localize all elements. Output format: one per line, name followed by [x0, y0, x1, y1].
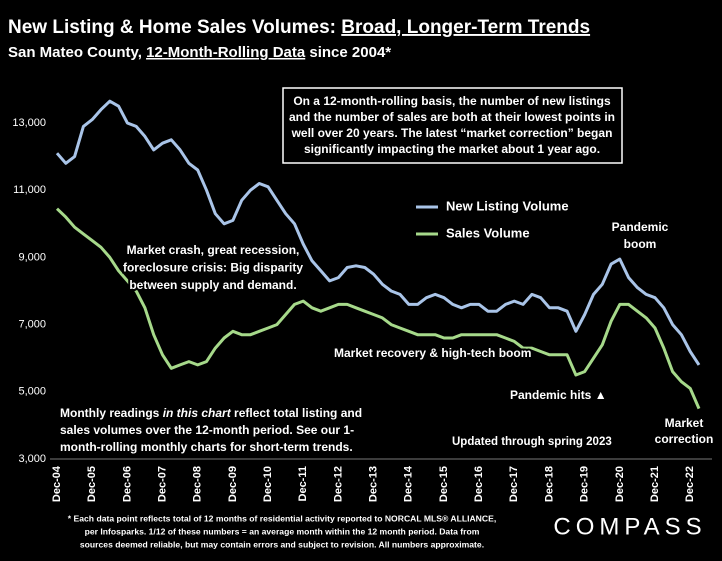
- annotation: foreclosure crisis: Big disparity: [123, 261, 303, 275]
- series-line: [55, 207, 701, 410]
- x-tick-label: Dec-10: [262, 466, 274, 502]
- y-tick-label: 7,000: [18, 319, 46, 331]
- legend-label: Sales Volume: [446, 225, 530, 240]
- x-tick-label: Dec-13: [368, 466, 380, 502]
- legend-label: New Listing Volume: [446, 198, 569, 213]
- x-tick-label: Dec-19: [579, 466, 591, 502]
- chart-title: New Listing & Home Sales Volumes: Broad,…: [8, 17, 590, 38]
- annotation: significantly impacting the market about…: [304, 142, 600, 156]
- footnote: * Each data point reflects total of 12 m…: [68, 513, 496, 523]
- annotation: month-rolling monthly charts for short-t…: [60, 440, 353, 454]
- annotation: Updated through spring 2023: [452, 436, 612, 448]
- annotation: well over 20 years. The latest “market c…: [291, 126, 613, 140]
- chart-subtitle-part: since 2004*: [305, 44, 391, 61]
- annotation: Pandemic: [612, 220, 669, 234]
- chart-subtitle-part: San Mateo County,: [8, 44, 146, 61]
- x-tick-label: Dec-11: [297, 466, 309, 501]
- y-tick-label: 3,000: [18, 453, 46, 465]
- x-tick-label: Dec-15: [438, 466, 450, 502]
- y-tick-label: 9,000: [18, 251, 46, 263]
- x-tick-label: Dec-09: [227, 466, 239, 502]
- x-tick-label: Dec-18: [543, 466, 555, 502]
- x-tick-label: Dec-07: [156, 466, 168, 502]
- annotation: boom: [624, 237, 657, 251]
- x-tick-label: Dec-17: [508, 466, 520, 502]
- y-tick-label: 13,000: [12, 117, 46, 129]
- annotation: Monthly readings in this chart reflect t…: [60, 406, 362, 420]
- x-tick-label: Dec-21: [649, 466, 661, 502]
- annotation: On a 12-month-rolling basis, the number …: [293, 94, 611, 108]
- chart-title-part: New Listing & Home Sales Volumes:: [8, 17, 341, 38]
- annotation-part: in this chart: [163, 406, 232, 420]
- annotation: Market crash, great recession,: [127, 243, 300, 257]
- footnote: per Infosparks. 1/12 of these numbers = …: [85, 526, 480, 536]
- y-tick-label: 5,000: [18, 386, 46, 398]
- chart-subtitle: San Mateo County, 12-Month-Rolling Data …: [8, 44, 391, 61]
- annotation: between supply and demand.: [129, 278, 296, 292]
- annotation: correction: [655, 432, 714, 446]
- x-tick-label: Dec-04: [51, 465, 63, 502]
- footnote: sources deemed reliable, but may contain…: [80, 539, 484, 549]
- annotation-box: [282, 87, 623, 164]
- annotation: and the number of sales are both at thei…: [289, 110, 615, 124]
- annotation: sales volumes over the 12-month period. …: [60, 423, 354, 437]
- x-tick-label: Dec-20: [614, 466, 626, 502]
- annotation-part: reflect total listing and: [231, 406, 362, 420]
- x-tick-label: Dec-05: [86, 466, 98, 502]
- chart-title-part: Broad, Longer-Term Trends: [341, 17, 590, 38]
- x-tick-label: Dec-08: [192, 466, 204, 502]
- x-tick-label: Dec-12: [332, 466, 344, 502]
- chart-subtitle-part: 12-Month-Rolling Data: [146, 44, 306, 61]
- x-tick-label: Dec-14: [403, 465, 415, 502]
- x-tick-label: Dec-22: [684, 466, 696, 502]
- y-tick-label: 11,000: [13, 184, 46, 196]
- annotation: Market: [665, 416, 704, 430]
- x-tick-label: Dec-06: [121, 466, 133, 502]
- logo: COMPASS: [553, 513, 706, 540]
- annotation-part: Monthly readings: [60, 406, 163, 420]
- annotation: Pandemic hits ▲: [510, 388, 607, 402]
- annotation: Market recovery & high-tech boom: [334, 346, 531, 360]
- x-tick-label: Dec-16: [473, 466, 485, 502]
- series-line: [55, 99, 701, 366]
